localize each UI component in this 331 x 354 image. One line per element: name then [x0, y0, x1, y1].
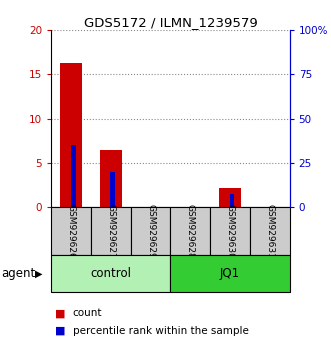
Bar — [170, 207, 210, 255]
Bar — [111, 172, 115, 207]
Bar — [71, 145, 75, 207]
Text: GSM929629: GSM929629 — [146, 204, 155, 258]
Bar — [210, 207, 250, 255]
Text: count: count — [73, 308, 102, 318]
Text: ■: ■ — [55, 326, 65, 336]
Text: control: control — [90, 267, 131, 280]
Text: GSM929627: GSM929627 — [106, 204, 116, 258]
Bar — [51, 207, 91, 255]
Bar — [250, 207, 290, 255]
Text: GSM929626: GSM929626 — [67, 204, 76, 258]
Text: GSM929630: GSM929630 — [225, 204, 235, 258]
Bar — [131, 207, 170, 255]
Text: ▶: ▶ — [35, 269, 42, 279]
Bar — [60, 63, 82, 207]
Bar — [219, 188, 241, 207]
Bar — [170, 255, 290, 292]
Text: GSM929628: GSM929628 — [186, 204, 195, 258]
Title: GDS5172 / ILMN_1239579: GDS5172 / ILMN_1239579 — [84, 16, 257, 29]
Bar — [91, 207, 131, 255]
Bar — [100, 149, 122, 207]
Text: ■: ■ — [55, 308, 65, 318]
Text: agent: agent — [2, 267, 36, 280]
Bar — [51, 255, 170, 292]
Text: JQ1: JQ1 — [220, 267, 240, 280]
Bar — [230, 194, 234, 207]
Text: percentile rank within the sample: percentile rank within the sample — [73, 326, 249, 336]
Text: GSM929631: GSM929631 — [265, 204, 274, 258]
